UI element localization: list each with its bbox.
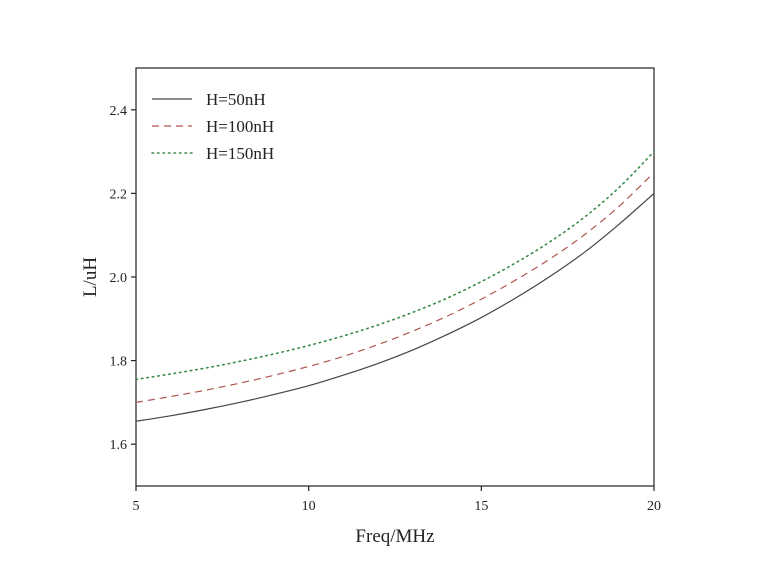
x-tick-label: 10	[302, 499, 316, 514]
series-line-3	[135, 150, 655, 381]
y-tick-label: 2.2	[110, 187, 128, 202]
series-line-2	[135, 172, 655, 403]
legend-label-1: H=50nH	[206, 90, 266, 109]
legend-label-2: H=100nH	[206, 117, 274, 136]
y-axis-title: L/uH	[80, 257, 101, 297]
x-axis-title: Freq/MHz	[355, 526, 434, 547]
y-tick-label: 2.0	[110, 271, 128, 286]
y-tick-label: 2.4	[110, 104, 128, 119]
legend: H=50nH H=100nH H=150nH	[151, 90, 274, 163]
series-line-1	[135, 192, 655, 422]
y-tick-label: 1.6	[110, 438, 128, 453]
y-tick-label: 1.8	[110, 355, 128, 370]
x-tick-label: 5	[133, 499, 140, 514]
x-tick-label: 15	[474, 499, 488, 514]
x-tick-label: 20	[647, 499, 661, 514]
legend-label-3: H=150nH	[206, 144, 274, 163]
